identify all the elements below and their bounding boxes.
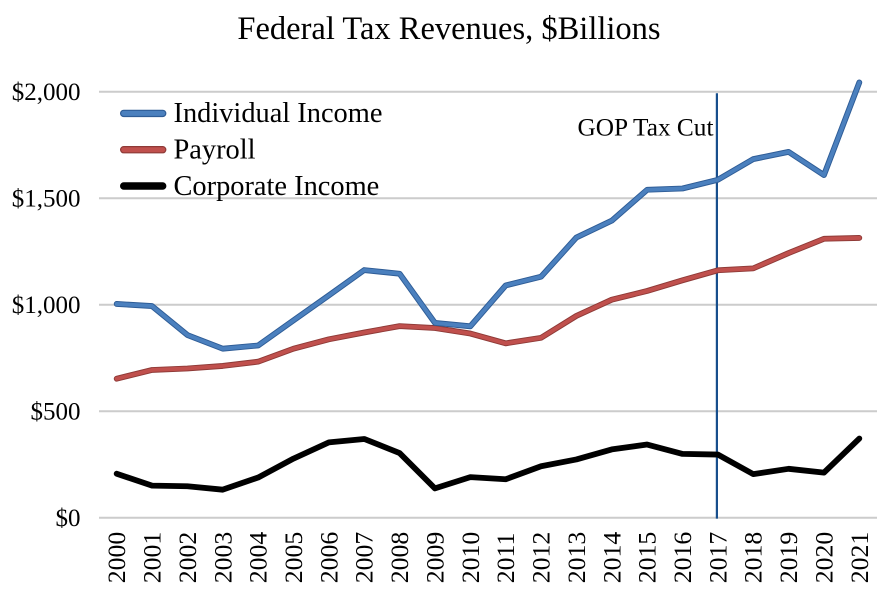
svg-text:Corporate Income: Corporate Income bbox=[174, 171, 380, 202]
svg-text:$2,000: $2,000 bbox=[12, 79, 81, 106]
svg-text:Individual Income: Individual Income bbox=[174, 98, 383, 129]
svg-text:2018: 2018 bbox=[739, 532, 768, 584]
svg-text:2014: 2014 bbox=[597, 532, 626, 584]
svg-text:2013: 2013 bbox=[562, 532, 591, 584]
svg-text:2019: 2019 bbox=[774, 532, 803, 584]
svg-text:2016: 2016 bbox=[668, 532, 697, 584]
svg-text:2012: 2012 bbox=[527, 532, 556, 584]
svg-text:2004: 2004 bbox=[244, 532, 273, 584]
svg-text:2006: 2006 bbox=[314, 532, 343, 584]
svg-text:2020: 2020 bbox=[809, 532, 838, 584]
svg-text:2000: 2000 bbox=[102, 532, 131, 584]
svg-text:2001: 2001 bbox=[138, 532, 167, 584]
svg-text:2021: 2021 bbox=[845, 532, 874, 584]
svg-text:$1,500: $1,500 bbox=[12, 186, 81, 213]
svg-text:2017: 2017 bbox=[703, 532, 732, 584]
svg-text:2008: 2008 bbox=[385, 532, 414, 584]
svg-text:2007: 2007 bbox=[350, 532, 379, 584]
svg-text:GOP Tax Cut: GOP Tax Cut bbox=[578, 114, 714, 142]
svg-text:2011: 2011 bbox=[491, 533, 520, 584]
svg-text:$500: $500 bbox=[31, 399, 81, 426]
svg-text:2015: 2015 bbox=[633, 532, 662, 584]
svg-text:Payroll: Payroll bbox=[174, 135, 256, 166]
svg-text:2010: 2010 bbox=[456, 532, 485, 584]
svg-text:Federal Tax Revenues, $Billion: Federal Tax Revenues, $Billions bbox=[237, 11, 660, 47]
svg-text:$0: $0 bbox=[56, 505, 81, 532]
svg-text:$1,000: $1,000 bbox=[12, 292, 81, 319]
svg-text:2003: 2003 bbox=[208, 532, 237, 584]
svg-text:2005: 2005 bbox=[279, 532, 308, 584]
svg-text:2002: 2002 bbox=[173, 532, 202, 584]
svg-text:2009: 2009 bbox=[420, 532, 449, 584]
